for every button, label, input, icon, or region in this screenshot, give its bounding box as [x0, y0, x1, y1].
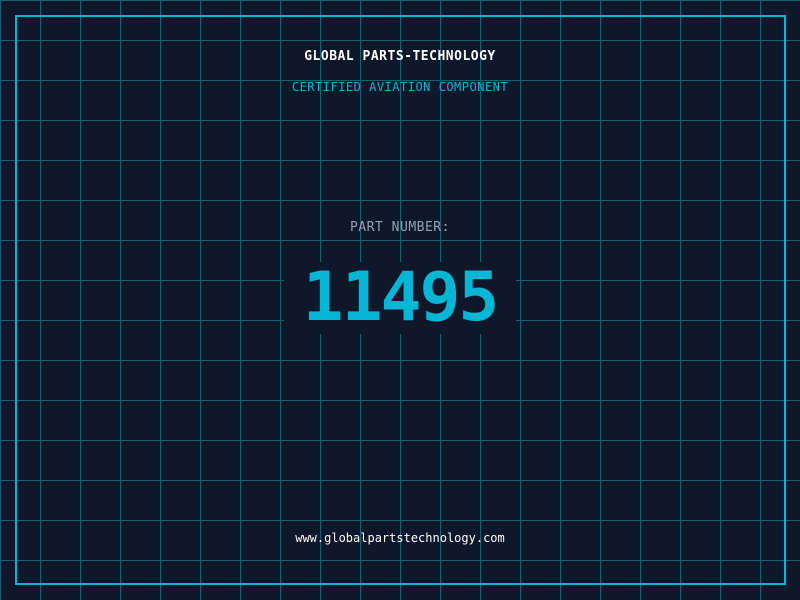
- part-number-label: PART NUMBER:: [350, 220, 450, 235]
- certification-subtitle: CERTIFIED AVIATION COMPONENT: [291, 80, 509, 94]
- website-url: www.globalpartstechnology.com: [295, 531, 505, 545]
- part-number-backdrop: [284, 262, 516, 334]
- company-name: GLOBAL PARTS-TECHNOLOGY: [304, 49, 496, 64]
- border-frame: [15, 15, 786, 585]
- part-number-value: 11495: [302, 258, 500, 337]
